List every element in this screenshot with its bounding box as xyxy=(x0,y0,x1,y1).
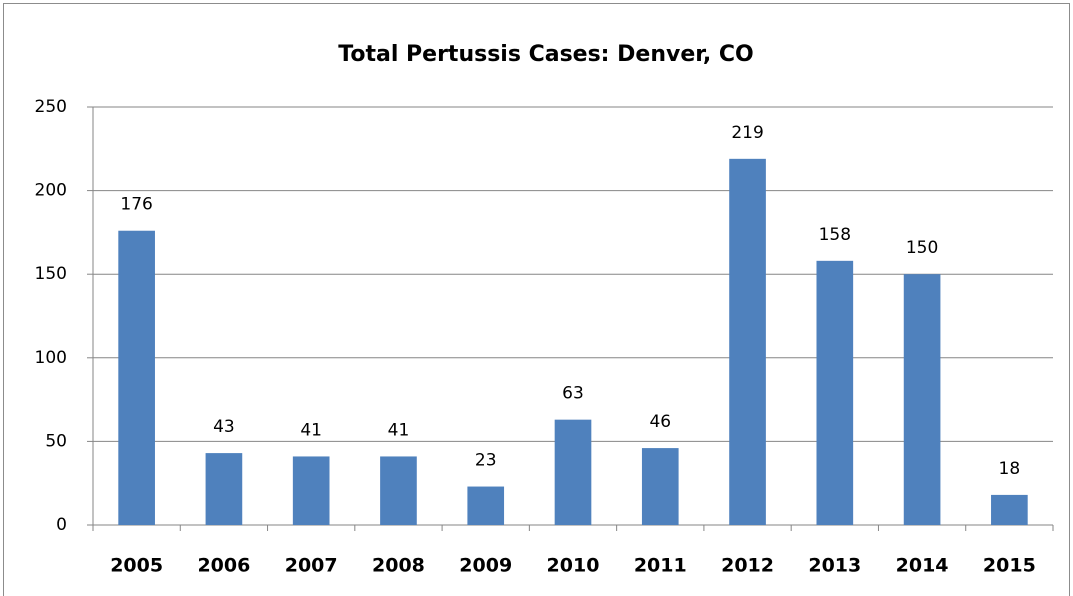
x-tick-label: 2011 xyxy=(634,555,687,577)
bar xyxy=(729,158,766,525)
data-label: 43 xyxy=(213,417,235,437)
bar xyxy=(118,230,155,525)
data-label: 176 xyxy=(120,195,152,215)
data-label: 219 xyxy=(731,123,763,143)
y-tick-label: 100 xyxy=(35,348,67,368)
bar xyxy=(205,453,243,525)
bar xyxy=(991,494,1028,525)
x-tick-label: 2012 xyxy=(721,555,774,577)
x-tick-label: 2007 xyxy=(285,555,338,577)
data-label: 158 xyxy=(819,225,851,245)
bar xyxy=(816,260,854,525)
chart-title: Total Pertussis Cases: Denver, CO xyxy=(338,42,753,67)
bar xyxy=(554,419,592,525)
x-tick-label: 2015 xyxy=(983,555,1036,577)
y-tick-label: 0 xyxy=(56,515,67,535)
chart-border xyxy=(3,3,1070,596)
bar xyxy=(641,448,679,525)
x-tick-label: 2006 xyxy=(197,555,250,577)
bar xyxy=(903,274,941,525)
data-label: 41 xyxy=(388,420,410,440)
data-label: 150 xyxy=(906,238,938,258)
y-tick-label: 200 xyxy=(35,181,67,201)
x-tick-label: 2010 xyxy=(547,555,600,577)
data-label: 18 xyxy=(999,459,1021,479)
y-tick-label: 50 xyxy=(45,431,67,451)
data-label: 23 xyxy=(475,451,497,471)
x-tick-label: 2005 xyxy=(110,555,163,577)
data-label: 41 xyxy=(300,420,322,440)
y-tick-label: 150 xyxy=(35,264,67,284)
x-tick-label: 2009 xyxy=(459,555,512,577)
data-label: 63 xyxy=(562,384,584,404)
x-tick-label: 2014 xyxy=(896,555,949,577)
y-tick-label: 250 xyxy=(35,97,67,117)
bar xyxy=(467,486,505,525)
x-tick-label: 2008 xyxy=(372,555,425,577)
x-tick-label: 2013 xyxy=(808,555,861,577)
bar xyxy=(380,456,417,525)
data-label: 46 xyxy=(649,412,671,432)
bar xyxy=(292,456,330,525)
